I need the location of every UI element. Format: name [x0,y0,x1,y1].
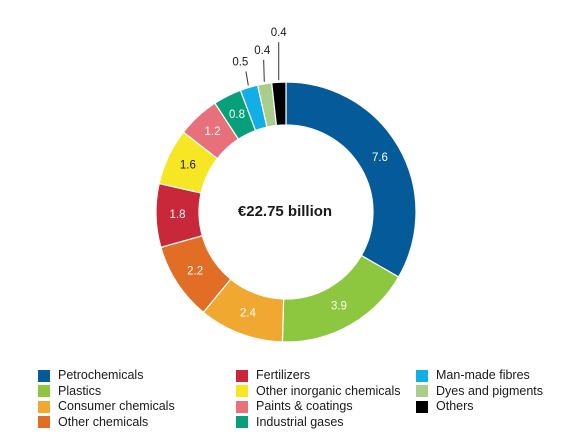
legend-swatch [38,385,50,398]
legend-label: Industrial gases [256,414,344,429]
legend-item-plastics: Plastics [38,384,175,400]
legend-label: Plastics [58,383,102,398]
legend-label: Dyes and pigments [436,383,544,398]
slice-label-petrochemicals: 7.6 [372,152,388,164]
legend-swatch [38,400,50,413]
donut-slices [155,81,417,343]
legend-label: Fertilizers [256,368,311,383]
legend-item-industrial-gases: Industrial gases [236,415,401,431]
legend-item-petrochemicals: Petrochemicals [38,368,175,384]
slice-others [271,81,287,127]
legend-swatch [236,385,248,398]
slice-label-dyes-and-pigments: 0.4 [254,45,271,57]
slice-label-man-made-fibres: 0.5 [232,56,248,68]
slice-label-consumer-chemicals: 2.4 [240,308,257,320]
legend-swatch [236,416,248,429]
legend-label: Consumer chemicals [58,399,175,414]
legend-swatch [38,369,50,382]
legend-label: Paints & coatings [256,399,353,414]
slice-label-plastics: 3.9 [331,301,347,313]
legend-swatch [416,400,428,413]
slice-label-industrial-gases: 0.8 [229,109,245,121]
legend-item-fertilizers: Fertilizers [236,368,401,384]
legend-column-2: Fertilizers Other inorganic chemicals Pain… [236,368,401,430]
legend: Petrochemicals Plastics Consumer chemicals… [38,368,558,430]
legend-item-other-chemicals: Other chemicals [38,415,175,431]
slice-label-others: 0.4 [271,27,288,39]
legend-label: Other chemicals [58,414,149,429]
slice-label-paints-coatings: 1.2 [205,126,221,138]
legend-item-other-inorganic-chemicals: Other inorganic chemicals [236,384,401,400]
slice-label-other-chemicals: 2.2 [187,265,203,277]
slice-plastics [281,254,400,343]
legend-swatch [38,416,50,429]
legend-label: Others [436,399,474,414]
legend-swatch [416,369,428,382]
legend-item-man-made-fibres: Man-made fibres [416,368,543,384]
donut-chart: 7.6 3.9 2.4 2.2 1.8 1.6 1.2 0.8 0.5 0.40.4 €22.75… [155,27,417,343]
leader-line-dyes-and-pigments [263,59,265,82]
legend-swatch [236,369,248,382]
legend-item-consumer-chemicals: Consumer chemicals [38,399,175,415]
slice-label-fertilizers: 1.8 [170,209,186,221]
legend-item-paints-coatings: Paints & coatings [236,399,401,415]
legend-swatch [236,400,248,413]
legend-column-1: Petrochemicals Plastics Consumer chemicals… [38,368,175,430]
slice-labels: 7.6 3.9 2.4 2.2 1.8 1.6 1.2 0.8 0.5 0.40.4 [170,27,388,319]
center-total-label: €22.75 billion [238,203,332,220]
legend-column-3: Man-made fibres Dyes and pigments Others [416,368,543,415]
slice-petrochemicals [285,81,417,278]
legend-label: Other inorganic chemicals [256,383,401,398]
leader-line-man-made-fibres [245,71,249,86]
legend-label: Man-made fibres [436,368,530,383]
legend-item-dyes-and-pigments: Dyes and pigments [416,384,543,400]
legend-item-others: Others [416,399,543,415]
slice-label-other-inorganic-chemicals: 1.6 [180,160,196,172]
legend-swatch [416,385,428,398]
legend-label: Petrochemicals [58,368,144,383]
